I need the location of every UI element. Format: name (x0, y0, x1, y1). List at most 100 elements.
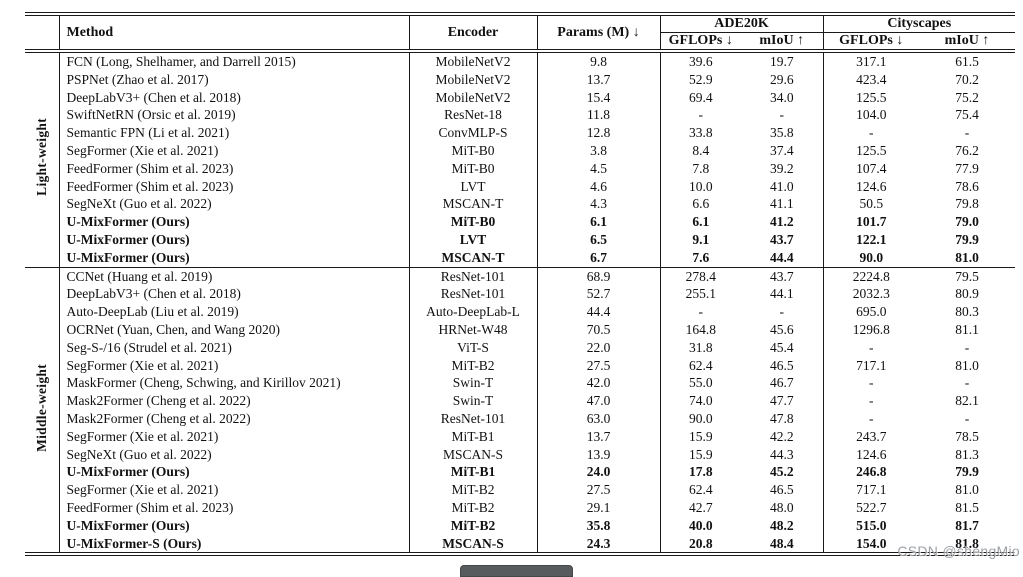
ade-gflops-cell: 15.9 (688, 446, 713, 462)
params-cell: 13.9 (537, 445, 661, 464)
params-cell: 6.7 (537, 248, 661, 268)
table-row: U-MixFormer (Ours) LVT 6.5 9.1 43.7 122.1 79.9 (25, 230, 1015, 249)
encoder-cell: ResNet-18 (409, 106, 538, 125)
table-row: FeedFormer (Shim et al. 2023) MiT-B2 29.1 4… (25, 498, 1015, 517)
city-miou-cell: 80.3 (955, 304, 979, 320)
ade-gflops-cell: - (698, 304, 704, 320)
city-gflops-cell: 50.5 (859, 196, 884, 212)
params-cell: 29.1 (537, 498, 661, 517)
params-cell: 47.0 (537, 392, 661, 410)
ade-gflops-cell: 6.6 (692, 196, 710, 212)
ade-gflops-cell: 40.0 (688, 517, 713, 533)
city-gflops-cell: 243.7 (856, 428, 887, 444)
city-gflops-cell: 154.0 (856, 535, 887, 551)
ade-gflops-cell: 90.0 (688, 410, 713, 426)
ade-miou-cell: 41.0 (741, 177, 824, 196)
table-row: U-MixFormer (Ours) MiT-B2 35.8 40.0 48.2 515.… (25, 516, 1015, 535)
ade-miou-cell: 47.7 (741, 392, 824, 410)
params-cell: 12.8 (537, 124, 661, 142)
method-cell: U-MixFormer (Ours) (59, 230, 410, 249)
subheader-ade-miou: mIoU ↑ (741, 32, 824, 51)
ade-miou-cell: 42.2 (741, 427, 824, 446)
ade-miou-cell: 45.6 (741, 320, 824, 339)
params-cell: 42.0 (537, 374, 661, 393)
params-cell: 52.7 (537, 285, 661, 304)
encoder-cell: Swin-T (409, 374, 538, 393)
ade-gflops-cell: 33.8 (688, 125, 713, 141)
subheader-city-gflops: GFLOPs ↓ (839, 33, 904, 48)
table-header: Method Encoder Params (M) ↓ ADE20K Citys… (25, 14, 1016, 51)
method-cell: MaskFormer (Cheng, Schwing, and Kirillov… (59, 374, 410, 393)
table-row: Auto-DeepLab (Liu et al. 2019) Auto-DeepL… (25, 303, 1015, 321)
ade-miou-cell: 48.2 (741, 516, 824, 535)
method-cell: U-MixFormer (Ours) (59, 248, 410, 268)
ade-gflops-cell: 6.1 (692, 214, 710, 230)
column-group-ade20k: ADE20K (660, 14, 824, 33)
encoder-cell: MiT-B2 (409, 481, 538, 499)
ade-miou-cell: 45.2 (741, 463, 824, 482)
ade-gflops-cell: 74.0 (688, 393, 713, 409)
ade-miou-cell: 44.1 (741, 285, 824, 304)
method-cell: FeedFormer (Shim et al. 2023) (59, 498, 410, 517)
ade-miou-cell: 48.0 (741, 498, 824, 517)
ade-gflops-cell: 42.7 (688, 499, 713, 515)
table-row: SegFormer (Xie et al. 2021) MiT-B2 27.5 62.… (25, 481, 1015, 499)
city-miou-cell: 75.2 (955, 89, 979, 105)
city-miou-cell: 77.9 (955, 160, 979, 176)
method-cell: U-MixFormer-S (Ours) (59, 534, 410, 555)
city-miou-cell: 70.2 (955, 71, 979, 87)
ade-miou-cell: 43.7 (741, 230, 824, 249)
city-gflops-cell: - (869, 339, 874, 355)
params-cell: 13.7 (537, 70, 661, 89)
ade-gflops-cell: 20.8 (688, 535, 713, 551)
params-cell: 35.8 (537, 516, 661, 535)
method-cell: Mask2Former (Cheng et al. 2022) (59, 409, 410, 428)
table-row: Semantic FPN (Li et al. 2021) ConvMLP-S 12… (25, 124, 1015, 142)
ade-gflops-cell: 278.4 (660, 266, 741, 286)
encoder-cell: MobileNetV2 (409, 88, 538, 107)
ade-miou-cell: - (741, 106, 824, 125)
city-gflops-cell: 515.0 (856, 517, 887, 533)
encoder-cell: MiT-B0 (409, 159, 538, 178)
encoder-cell: ViT-S (409, 338, 538, 357)
row-group-label: Middle-weight (25, 266, 60, 555)
method-cell: SegNeXt (Guo et al. 2022) (59, 195, 410, 214)
table-row: SegFormer (Xie et al. 2021) MiT-B2 27.5 62.… (25, 356, 1015, 375)
city-gflops-cell: 317.1 (856, 54, 887, 69)
ade-miou-cell: 43.7 (741, 266, 824, 286)
params-cell: 22.0 (537, 338, 661, 357)
city-miou-cell: 75.4 (955, 107, 979, 123)
city-miou-cell: 81.8 (955, 535, 979, 551)
table-row: Seg-S-/16 (Strudel et al. 2021) ViT-S 22.0… (25, 338, 1015, 357)
table-row: Middle-weight CCNet (Huang et al. 2019) Re… (25, 266, 1016, 555)
ade-miou-cell: 48.4 (741, 534, 824, 555)
city-miou-cell: - (964, 339, 970, 355)
encoder-cell: MiT-B2 (409, 356, 538, 375)
ade-miou-cell: 35.8 (741, 124, 824, 142)
ade-gflops-cell: 62.4 (688, 357, 713, 373)
encoder-cell: MSCAN-S (409, 445, 538, 464)
method-cell: FCN (Long, Shelhamer, and Darrell 2015) (59, 51, 410, 71)
method-cell: SegFormer (Xie et al. 2021) (59, 141, 410, 160)
table-row: OCRNet (Yuan, Chen, and Wang 2020) HRNet-… (25, 320, 1015, 339)
table-row: Mask2Former (Cheng et al. 2022) Swin-T 47.… (25, 392, 1015, 410)
ade-gflops-cell: 255.1 (685, 286, 716, 302)
method-cell: OCRNet (Yuan, Chen, and Wang 2020) (59, 320, 410, 339)
city-gflops-cell: 717.1 (856, 482, 887, 498)
method-cell: FeedFormer (Shim et al. 2023) (59, 159, 410, 178)
method-cell: U-MixFormer (Ours) (59, 463, 410, 482)
city-miou-cell: 82.1 (955, 393, 979, 409)
method-cell: U-MixFormer (Ours) (59, 213, 410, 231)
city-miou-cell: 81.5 (955, 499, 979, 515)
params-cell: 24.0 (537, 463, 661, 482)
method-cell: Auto-DeepLab (Liu et al. 2019) (59, 303, 410, 321)
method-cell: FeedFormer (Shim et al. 2023) (59, 177, 410, 196)
encoder-cell: Auto-DeepLab-L (409, 303, 538, 321)
column-group-cityscapes: Cityscapes (823, 14, 1016, 33)
params-cell: 11.8 (537, 106, 661, 125)
city-miou-cell: 81.7 (955, 517, 979, 533)
ade-gflops-cell: 69.4 (688, 89, 713, 105)
table-row: U-MixFormer (Ours) MSCAN-T 6.7 7.6 44.4 90.0 8… (25, 248, 1015, 268)
ade-miou-cell: - (741, 303, 824, 321)
params-cell: 44.4 (537, 303, 661, 321)
